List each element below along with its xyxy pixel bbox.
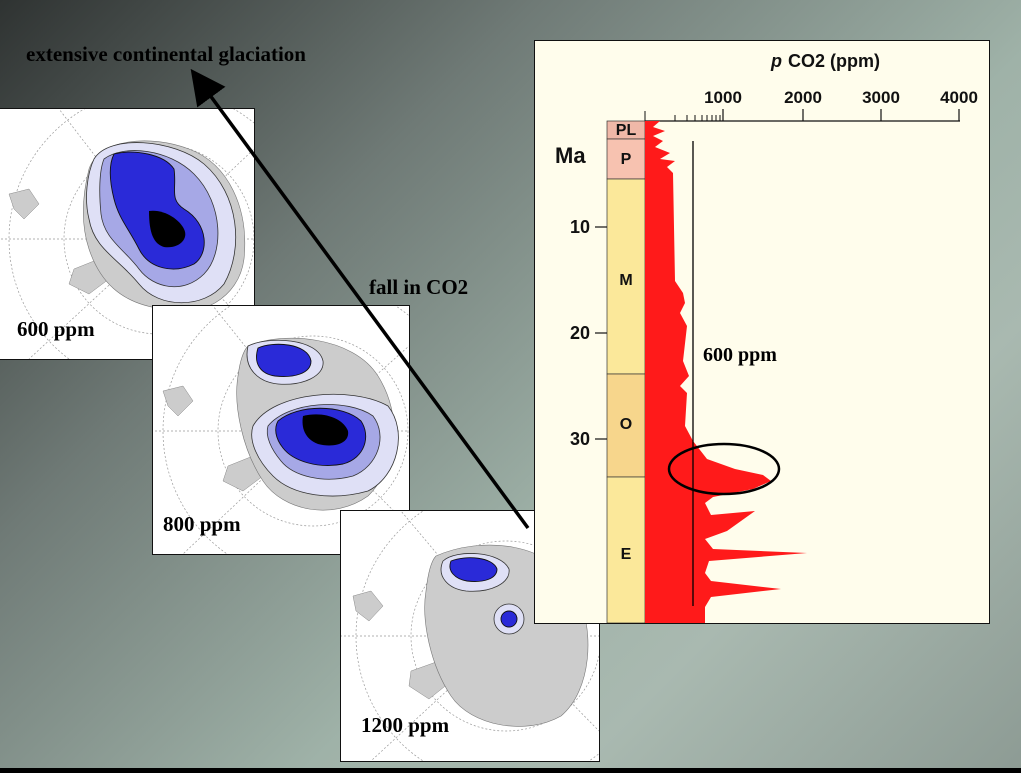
epoch-m	[606, 178, 646, 375]
epoch-label: PL	[616, 122, 637, 139]
co2-chart: PL P M O E Ma 10 20 30 p CO2 (ppm) 1000 …	[534, 40, 990, 624]
epoch-label: E	[621, 546, 632, 563]
y-tick-label: 10	[570, 217, 590, 237]
x-tick-label: 3000	[862, 88, 900, 107]
co2-area	[645, 121, 807, 623]
epoch-label: O	[620, 416, 632, 433]
map-label: 800 ppm	[163, 512, 241, 536]
chart-title-prefix: p	[770, 51, 782, 71]
x-tick-label: 4000	[940, 88, 978, 107]
arrow-label: fall in CO2	[369, 275, 469, 299]
chart-title: CO2 (ppm)	[788, 51, 880, 71]
epoch-o	[606, 373, 646, 478]
epoch-label: M	[619, 272, 632, 289]
x-tick-label: 2000	[784, 88, 822, 107]
map-1200ppm: 1200 ppm	[340, 510, 600, 762]
map-label: 1200 ppm	[361, 713, 450, 737]
map-label: 600 ppm	[17, 317, 95, 341]
x-tick-label: 1000	[704, 88, 742, 107]
y-axis-label: Ma	[555, 143, 586, 168]
slide-title: extensive continental glaciation	[26, 42, 306, 66]
y-tick-label: 30	[570, 429, 590, 449]
highlight-ellipse	[667, 442, 781, 496]
y-tick-label: 20	[570, 323, 590, 343]
epoch-label: P	[621, 151, 632, 168]
epoch-e	[606, 476, 646, 623]
bottom-bar	[0, 768, 1021, 773]
threshold-label: 600 ppm	[703, 344, 777, 366]
